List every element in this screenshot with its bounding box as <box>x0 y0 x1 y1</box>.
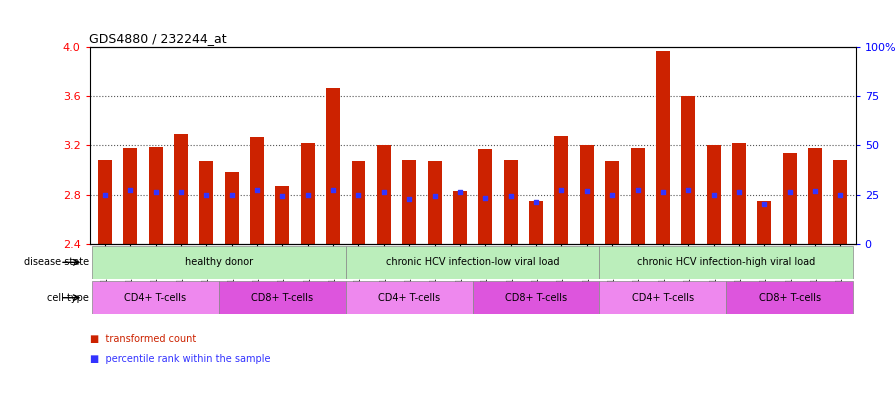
Point <box>504 193 518 199</box>
Bar <box>453 191 467 244</box>
Point <box>376 189 391 195</box>
Bar <box>732 143 746 244</box>
Text: CD4+ T-cells: CD4+ T-cells <box>632 293 694 303</box>
Bar <box>377 145 391 244</box>
Point <box>808 188 823 194</box>
Bar <box>98 160 112 244</box>
Point <box>732 189 746 195</box>
Text: chronic HCV infection-high viral load: chronic HCV infection-high viral load <box>637 257 815 267</box>
Bar <box>631 148 644 244</box>
Point <box>706 191 720 198</box>
Bar <box>326 88 340 244</box>
Text: ■  percentile rank within the sample: ■ percentile rank within the sample <box>90 354 270 364</box>
Point <box>351 191 366 198</box>
Bar <box>199 162 213 244</box>
Bar <box>473 281 599 314</box>
Text: CD8+ T-cells: CD8+ T-cells <box>251 293 314 303</box>
Point <box>681 186 695 193</box>
Bar <box>92 281 219 314</box>
Bar <box>427 162 442 244</box>
Point <box>275 193 289 199</box>
Bar <box>707 145 720 244</box>
Bar <box>504 160 518 244</box>
Point <box>605 191 619 198</box>
Bar <box>402 160 417 244</box>
Bar <box>599 281 727 314</box>
Bar <box>808 148 822 244</box>
Text: CD4+ T-cells: CD4+ T-cells <box>378 293 440 303</box>
Point <box>656 189 670 195</box>
Bar <box>555 136 568 244</box>
Point <box>757 201 771 208</box>
Point <box>631 186 645 193</box>
Point <box>98 191 112 198</box>
Bar <box>275 186 289 244</box>
Text: CD8+ T-cells: CD8+ T-cells <box>505 293 567 303</box>
Bar <box>783 153 797 244</box>
Bar <box>225 173 238 244</box>
Text: CD8+ T-cells: CD8+ T-cells <box>759 293 821 303</box>
Point <box>580 188 594 194</box>
Bar <box>529 201 543 244</box>
Bar <box>478 149 492 244</box>
Bar <box>656 51 670 244</box>
Bar <box>605 162 619 244</box>
Point <box>149 189 163 195</box>
Point <box>300 191 314 198</box>
Bar <box>833 160 848 244</box>
Bar <box>250 137 264 244</box>
Point <box>225 191 239 198</box>
Bar <box>346 281 473 314</box>
Text: CD4+ T-cells: CD4+ T-cells <box>125 293 186 303</box>
Bar <box>124 148 137 244</box>
Bar <box>219 281 346 314</box>
Bar <box>92 246 346 279</box>
Point <box>199 191 213 198</box>
Bar <box>681 96 695 244</box>
Bar <box>149 147 162 244</box>
Point <box>833 191 848 198</box>
Point <box>782 189 797 195</box>
Bar <box>757 201 771 244</box>
Text: healthy donor: healthy donor <box>185 257 253 267</box>
Point <box>555 186 569 193</box>
Point <box>478 195 493 201</box>
Bar <box>346 246 599 279</box>
Text: GDS4880 / 232244_at: GDS4880 / 232244_at <box>89 31 227 44</box>
Point <box>174 189 188 195</box>
Text: ■  transformed count: ■ transformed count <box>90 334 196 344</box>
Bar <box>599 246 853 279</box>
Bar <box>174 134 188 244</box>
Bar <box>351 162 366 244</box>
Bar <box>727 281 853 314</box>
Bar <box>301 143 314 244</box>
Text: cell type: cell type <box>47 293 89 303</box>
Point <box>427 193 442 199</box>
Point <box>402 196 417 202</box>
Point <box>529 199 543 205</box>
Point <box>123 186 137 193</box>
Bar <box>580 145 594 244</box>
Point <box>326 186 340 193</box>
Text: chronic HCV infection-low viral load: chronic HCV infection-low viral load <box>386 257 559 267</box>
Point <box>452 189 467 195</box>
Point <box>250 186 264 193</box>
Text: disease state: disease state <box>23 257 89 267</box>
